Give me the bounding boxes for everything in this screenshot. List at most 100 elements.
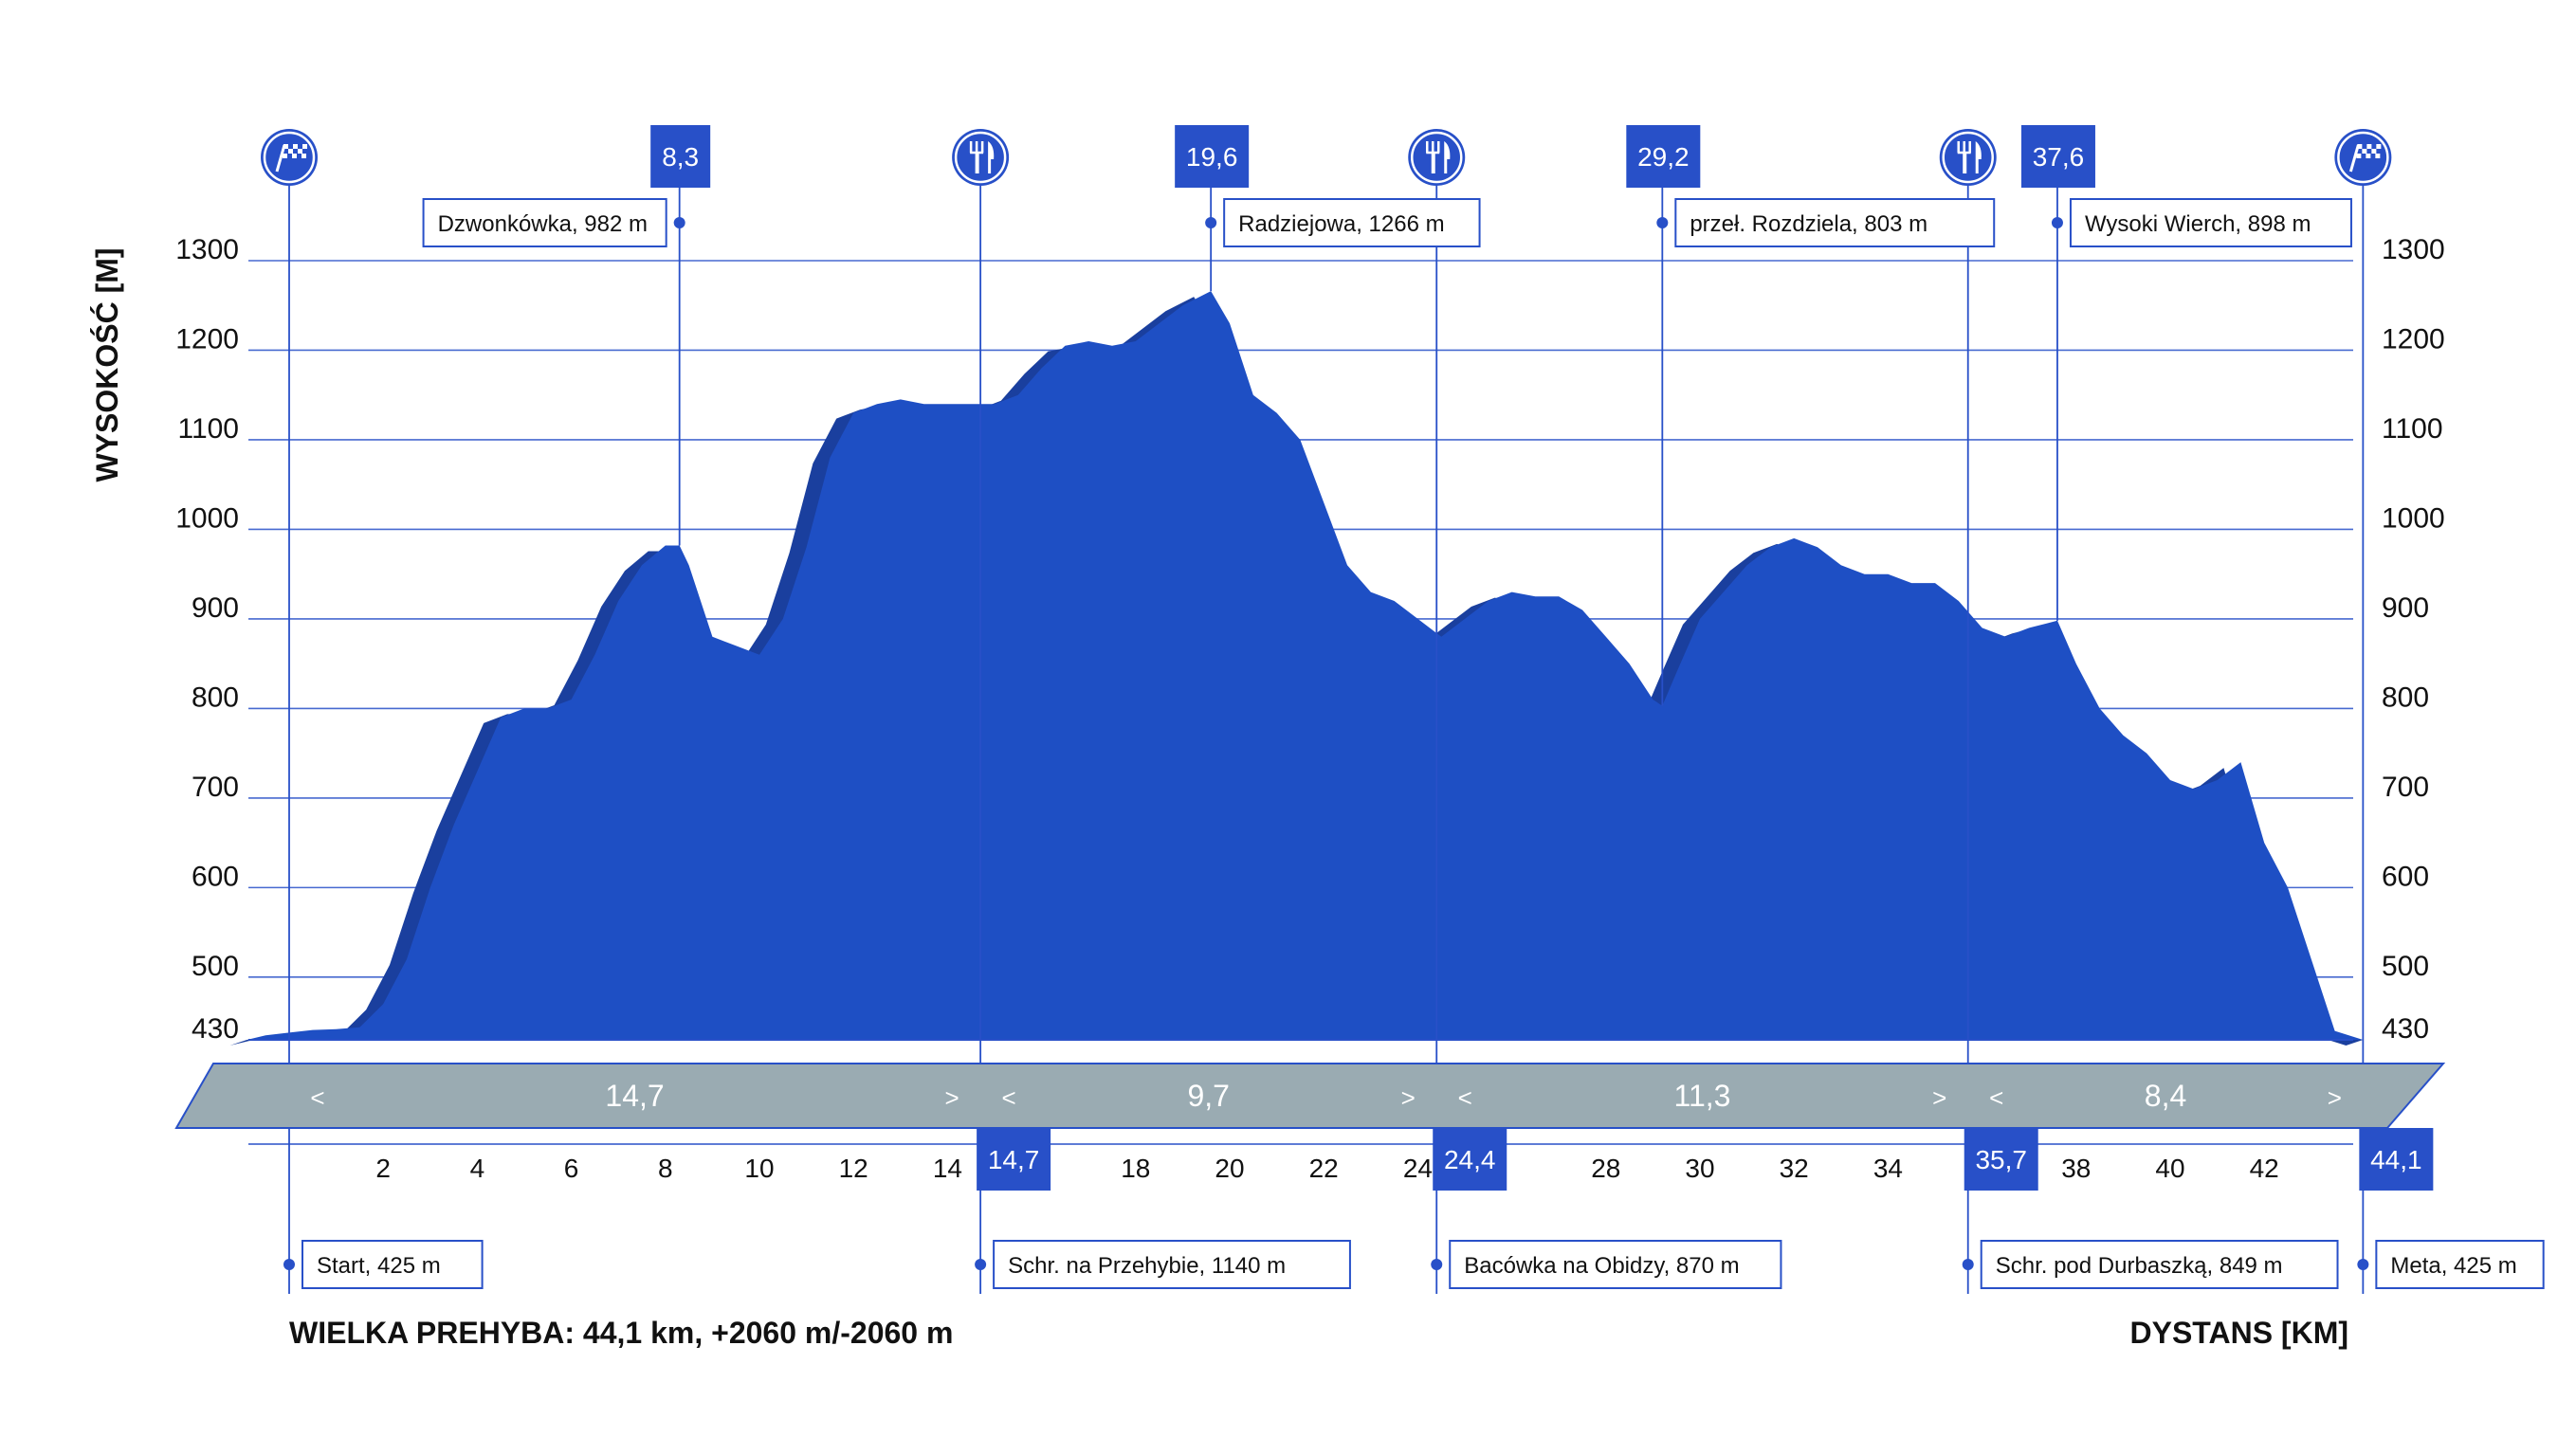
y-tick-label-right: 1300 bbox=[2382, 234, 2445, 265]
x-tick-label: 40 bbox=[2155, 1154, 2184, 1183]
station-km-badge: 24,4 bbox=[1444, 1145, 1496, 1174]
x-tick-label: 22 bbox=[1309, 1154, 1339, 1183]
y-tick-label-right: 500 bbox=[2382, 951, 2429, 982]
y-tick-label-right: 1000 bbox=[2382, 502, 2445, 534]
station-km-badge-box bbox=[1433, 1128, 1507, 1191]
segment-arrow-right: > bbox=[1401, 1083, 1416, 1112]
segment-band bbox=[174, 1063, 2446, 1129]
peak-dot bbox=[1656, 217, 1669, 228]
x-tick-label: 24 bbox=[1403, 1154, 1433, 1183]
y-tick-label-right: 700 bbox=[2382, 772, 2429, 803]
x-tick-label: 6 bbox=[564, 1154, 579, 1183]
station-km-badge-box bbox=[1964, 1128, 2038, 1191]
peak-km-badge-box bbox=[1626, 125, 1701, 188]
y-tick-label-left: 800 bbox=[192, 682, 239, 713]
peak-dot bbox=[2051, 217, 2063, 228]
segment-arrow-left: < bbox=[1458, 1083, 1472, 1112]
x-tick-label: 2 bbox=[375, 1154, 391, 1183]
x-tick-label: 10 bbox=[744, 1154, 774, 1183]
station-km-badge: 44,1 bbox=[2370, 1145, 2422, 1174]
station-name-label-box bbox=[2375, 1240, 2545, 1289]
segment-arrow-right: > bbox=[945, 1083, 959, 1112]
station-dot bbox=[975, 1259, 987, 1270]
y-tick-label-right: 900 bbox=[2382, 592, 2429, 624]
x-tick-label: 18 bbox=[1121, 1154, 1150, 1183]
y-tick-label-left: 1300 bbox=[175, 234, 239, 265]
peak-km-badge-box bbox=[1175, 125, 1250, 188]
station-name-label: Meta, 425 m bbox=[2390, 1253, 2516, 1279]
peak-name-label-box bbox=[1223, 198, 1481, 247]
peak-name-label: Dzwonkówka, 982 m bbox=[438, 211, 648, 237]
station-name-label-box bbox=[1980, 1240, 2339, 1289]
station-km-badge: 35,7 bbox=[1975, 1145, 2027, 1174]
peak-name-label: Radziejowa, 1266 m bbox=[1238, 211, 1444, 237]
y-tick-label-right: 1100 bbox=[2382, 413, 2443, 445]
station-dot bbox=[283, 1259, 295, 1270]
station-name-label-box bbox=[1449, 1240, 1782, 1289]
peak-name-label-box bbox=[1674, 198, 1996, 247]
y-tick-label-left: 900 bbox=[192, 592, 239, 624]
y-tick-label-right: 600 bbox=[2382, 861, 2429, 892]
x-tick-label: 38 bbox=[2061, 1154, 2091, 1183]
y-tick-label-right: 430 bbox=[2382, 1013, 2429, 1045]
y-tick-label-left: 1000 bbox=[175, 502, 239, 534]
peak-km-badge: 19,6 bbox=[1186, 142, 1238, 172]
station-km-badge-box bbox=[977, 1128, 1051, 1191]
peak-km-badge-box bbox=[650, 125, 711, 188]
peak-km-badge-box bbox=[2020, 125, 2095, 188]
x-tick-label: 34 bbox=[1873, 1154, 1903, 1183]
segment-distance-label: 8,4 bbox=[2145, 1079, 2186, 1113]
fork-knife-icon bbox=[1406, 127, 1467, 188]
segment-distance-label: 11,3 bbox=[1674, 1079, 1731, 1113]
x-tick-label: 42 bbox=[2250, 1154, 2279, 1183]
checkered-flag-icon bbox=[2332, 127, 2393, 188]
peak-name-label-box bbox=[2069, 198, 2352, 247]
x-tick-label: 12 bbox=[839, 1154, 868, 1183]
segment-arrow-left: < bbox=[1989, 1083, 2003, 1112]
peak-dot bbox=[1205, 217, 1217, 228]
peak-name-label: przeł. Rozdziela, 803 m bbox=[1690, 211, 1927, 237]
profile-area bbox=[247, 291, 2364, 1041]
station-name-label: Bacówka na Obidzy, 870 m bbox=[1464, 1253, 1739, 1279]
peak-name-label-box bbox=[422, 198, 667, 247]
x-tick-label: 8 bbox=[658, 1154, 673, 1183]
station-dot bbox=[1962, 1259, 1974, 1270]
peak-name-label: Wysoki Wierch, 898 m bbox=[2085, 211, 2311, 237]
x-tick-label: 20 bbox=[1215, 1154, 1244, 1183]
y-tick-label-left: 700 bbox=[192, 772, 239, 803]
segment-arrow-left: < bbox=[310, 1083, 324, 1112]
y-tick-label-left: 1200 bbox=[175, 323, 239, 355]
y-tick-label-left: 1100 bbox=[177, 413, 239, 445]
x-tick-label: 30 bbox=[1685, 1154, 1714, 1183]
checkered-flag-icon bbox=[259, 127, 320, 188]
segment-arrow-right: > bbox=[2328, 1083, 2342, 1112]
y-tick-label-left: 500 bbox=[192, 951, 239, 982]
peak-km-badge: 8,3 bbox=[662, 142, 699, 172]
station-name-label: Schr. na Przehybie, 1140 m bbox=[1008, 1253, 1286, 1279]
x-tick-label: 32 bbox=[1780, 1154, 1809, 1183]
fork-knife-icon bbox=[1938, 127, 1998, 188]
x-tick-label: 28 bbox=[1591, 1154, 1620, 1183]
station-name-label: Start, 425 m bbox=[317, 1253, 441, 1279]
y-tick-label-left: 430 bbox=[192, 1013, 239, 1045]
station-dot bbox=[2357, 1259, 2369, 1270]
chart-title: WIELKA PREHYBA: 44,1 km, +2060 m/-2060 m bbox=[289, 1316, 953, 1350]
y-axis-title: WYSOKOŚĆ [M] bbox=[90, 247, 124, 482]
x-axis-title: DYSTANS [KM] bbox=[2130, 1316, 2349, 1350]
segment-arrow-left: < bbox=[1002, 1083, 1016, 1112]
station-name-label-box bbox=[301, 1240, 484, 1289]
peak-dot bbox=[673, 217, 685, 228]
station-km-badge-box bbox=[2359, 1128, 2434, 1191]
peak-km-badge: 37,6 bbox=[2033, 142, 2085, 172]
x-tick-label: 4 bbox=[470, 1154, 485, 1183]
x-tick-label: 14 bbox=[933, 1154, 962, 1183]
y-tick-label-right: 1200 bbox=[2382, 323, 2445, 355]
segment-distance-label: 9,7 bbox=[1187, 1079, 1229, 1113]
y-tick-label-left: 600 bbox=[192, 861, 239, 892]
y-tick-label-right: 800 bbox=[2382, 682, 2429, 713]
fork-knife-icon bbox=[950, 127, 1011, 188]
peak-km-badge: 29,2 bbox=[1637, 142, 1690, 172]
station-name-label: Schr. pod Durbaszką, 849 m bbox=[1996, 1253, 2283, 1279]
segment-arrow-right: > bbox=[1932, 1083, 1946, 1112]
